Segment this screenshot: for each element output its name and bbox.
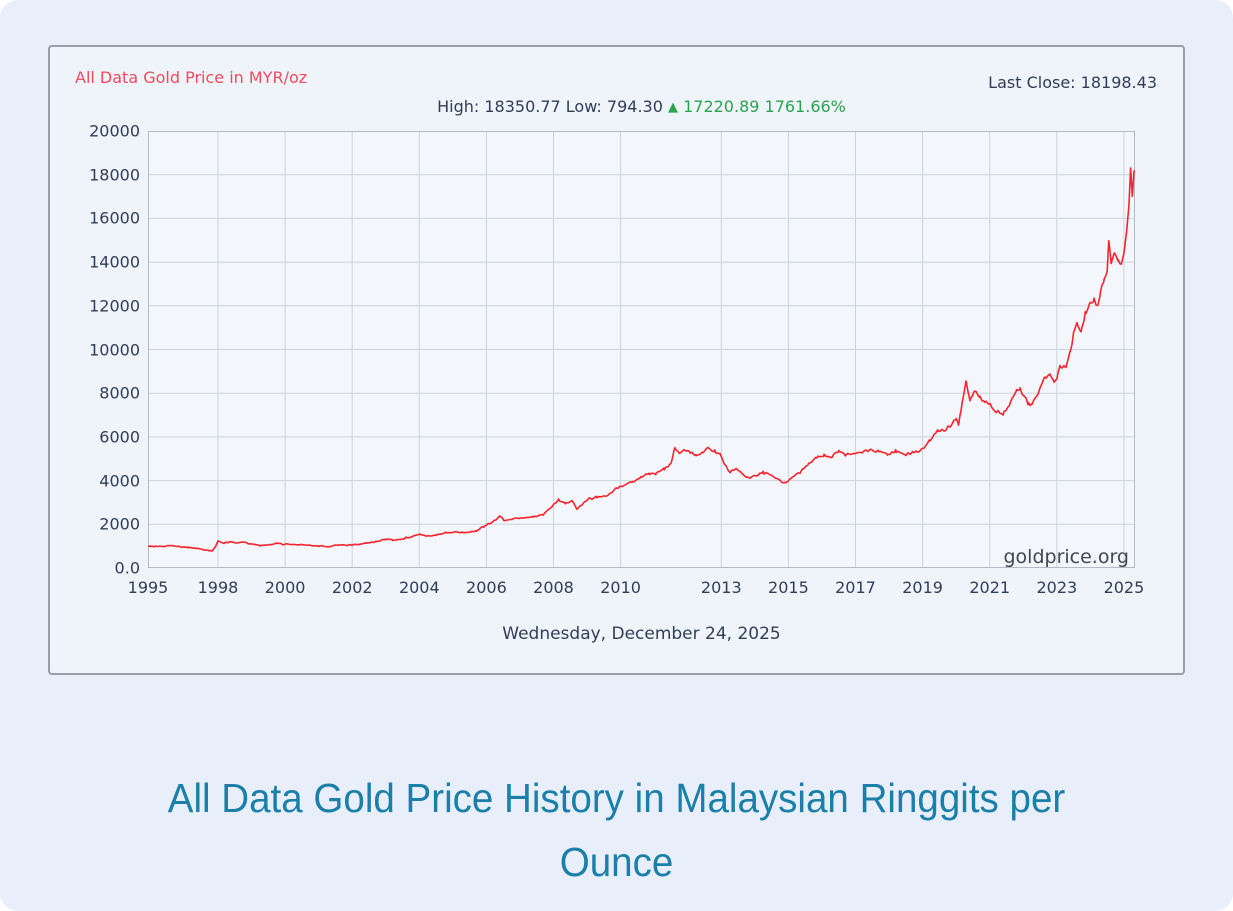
- y-axis-label: 10000: [89, 340, 140, 359]
- x-axis-label: 2015: [768, 578, 809, 597]
- page-title: All Data Gold Price History in Malaysian…: [37, 767, 1196, 893]
- y-axis-label: 0.0: [114, 558, 140, 578]
- y-axis-label: 14000: [89, 252, 140, 272]
- x-axis-label: 2002: [331, 578, 373, 597]
- price-line-chart: [148, 131, 1135, 568]
- chart-series-label: All Data Gold Price in MYR/oz: [75, 68, 308, 87]
- last-close-label: Last Close: 18198.43: [988, 73, 1157, 92]
- x-axis-label: 2021: [969, 578, 1011, 597]
- x-axis-label: 2006: [466, 578, 507, 597]
- y-axis-label: 18000: [89, 165, 140, 185]
- price-plot: goldprice.org: [148, 131, 1135, 568]
- page-title-line1: All Data Gold Price History in Malaysian…: [167, 775, 1066, 822]
- high-low-summary: High: 18350.77 Low: 794.30 ▲ 17220.89 17…: [148, 97, 1135, 116]
- x-axis-label: 2008: [533, 578, 574, 597]
- y-axis-label: 2000: [99, 514, 140, 534]
- x-axis-label: 2004: [398, 578, 440, 597]
- page-title-line2: Ounce: [559, 838, 674, 885]
- x-axis-label: 2019: [902, 578, 943, 597]
- y-axis-label: 8000: [99, 383, 140, 403]
- x-axis-label: 2025: [1103, 578, 1145, 597]
- x-axis-label: 2023: [1036, 578, 1078, 597]
- y-axis: 20000 18000 16000 14000 12000 10000 8000 6000 40…: [50, 122, 140, 578]
- x-axis: 1995 1998 2000 2002 2004 2006 2008 2010 2013 2015…: [128, 578, 1145, 600]
- x-axis-label: 2000: [264, 578, 306, 597]
- y-axis-label: 16000: [89, 208, 140, 228]
- gold-price-chart-card: All Data Gold Price in MYR/oz Last Close…: [48, 45, 1185, 675]
- y-axis-label: 20000: [89, 121, 140, 141]
- high-low-values: High: 18350.77 Low: 794.30: [437, 97, 663, 116]
- x-axis-label: 1998: [197, 578, 239, 597]
- date-label: Wednesday, December 24, 2025: [502, 624, 781, 644]
- x-axis-label: 1995: [127, 578, 169, 597]
- y-axis-label: 4000: [99, 471, 140, 491]
- x-axis-label: 2017: [835, 578, 876, 597]
- watermark: goldprice.org: [1003, 546, 1129, 568]
- change-up-arrow: ▲: [667, 100, 678, 115]
- change-values: 17220.89 1761.66%: [683, 97, 846, 116]
- x-axis-label: 2013: [700, 578, 742, 597]
- y-axis-label: 6000: [99, 427, 140, 447]
- y-axis-label: 12000: [89, 296, 140, 316]
- x-axis-label: 2010: [600, 578, 641, 597]
